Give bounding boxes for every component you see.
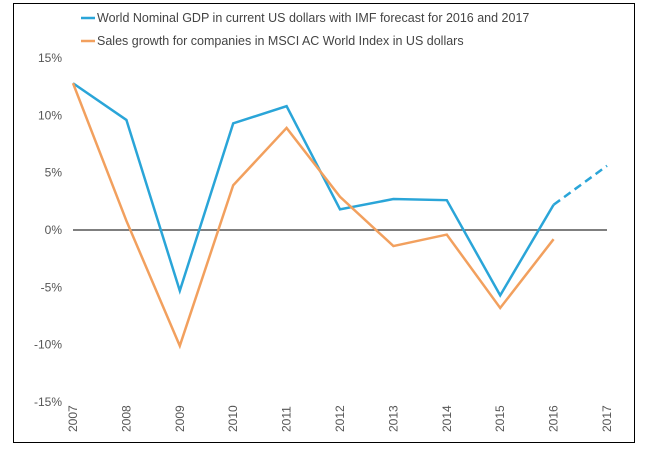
legend-label-sales: Sales growth for companies in MSCI AC Wo…	[97, 34, 464, 48]
x-tick-label: 2016	[547, 405, 561, 432]
legend: World Nominal GDP in current US dollars …	[81, 11, 529, 48]
y-tick-label: -10%	[34, 338, 62, 352]
series-line-0	[72, 82, 555, 298]
x-tick-label: 2017	[600, 405, 614, 432]
x-tick-label: 2011	[280, 406, 294, 432]
legend-label-gdp: World Nominal GDP in current US dollars …	[97, 11, 529, 25]
y-tick-label: -5%	[41, 280, 63, 294]
axes: 15% 10% 5% 0% -5% -10% -15% 2007 2008 2009 2010 201…	[34, 51, 614, 432]
y-tick-label: 15%	[38, 51, 62, 65]
x-tick-label: 2014	[440, 405, 454, 432]
y-tick-label: 0%	[45, 223, 63, 237]
x-tick-label: 2010	[226, 405, 240, 432]
series-forecast-line-0	[552, 164, 608, 206]
y-tick-label: 5%	[45, 166, 63, 180]
series-line-1	[71, 82, 555, 350]
chart-frame	[13, 3, 635, 443]
x-tick-label: 2009	[173, 405, 187, 432]
x-tick-label: 2007	[66, 405, 80, 432]
series-group	[71, 82, 608, 350]
y-tick-label: -15%	[34, 395, 62, 409]
y-tick-label: 10%	[38, 108, 62, 122]
x-tick-label: 2012	[333, 405, 347, 432]
x-tick-label: 2013	[386, 405, 400, 432]
x-tick-label: 2008	[119, 405, 133, 432]
x-tick-label: 2015	[493, 405, 507, 432]
